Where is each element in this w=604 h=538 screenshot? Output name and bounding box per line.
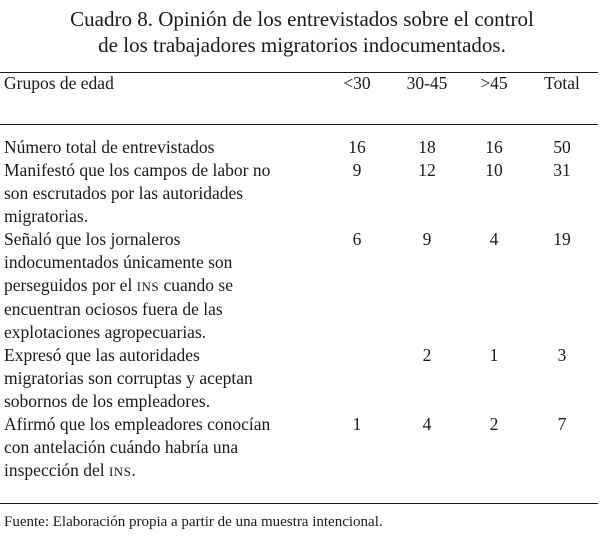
row-label-line: encuentran ociosos fuera de las [4,299,223,319]
row-label-abbreviation: INS [136,279,160,294]
row-label: Manifestó que los campos de labor no son… [0,159,322,228]
header-30-45: 30-45 [406,73,448,93]
table-row: Expresó que las autoridades migratorias … [0,344,598,413]
row-label-line: cuando se [159,275,234,295]
row-label-line: con antelación cuándo habría una [4,437,239,457]
cell-total: 19 [553,229,571,249]
cell-under-30: 9 [352,160,362,180]
header-rule [0,124,598,125]
table-caption: Cuadro 8. Opinión de los entrevistados s… [0,6,604,58]
cell-30-45: 12 [418,160,436,180]
cell-30-45: 2 [422,345,432,365]
row-label-line: sobornos de los empleadores. [4,391,211,411]
cell-total: 50 [553,137,571,157]
row-label-line: son escrutados por las autoridades [4,183,244,203]
cell-under-30 [322,344,392,413]
row-label-line: Señaló que los jornaleros [4,229,181,249]
cell-over-45: 16 [485,137,503,157]
row-label-line: Expresó que las autoridades [4,345,200,365]
cell-30-45: 9 [422,229,432,249]
row-label-line: migratorias. [4,206,89,226]
cell-30-45: 4 [422,414,432,434]
cell-under-30: 6 [352,229,362,249]
row-label-line: . [131,460,136,480]
cell-over-45: 2 [489,414,499,434]
row-label: Número total de entrevistados [0,124,322,159]
cell-30-45: 18 [418,137,436,157]
table-row: Manifestó que los campos de labor no son… [0,159,598,228]
caption-line-1: Cuadro 8. Opinión de los entrevistados s… [70,7,534,31]
cell-over-45: 10 [485,160,503,180]
row-label-line: Número total de entrevistados [4,137,215,157]
header-over-45: >45 [480,73,508,93]
row-label-line: Manifestó que los campos de labor no [4,160,271,180]
row-label-abbreviation: INS [108,464,132,479]
cell-total: 7 [557,414,567,434]
table-row: Número total de entrevistados 16 18 16 5… [0,124,598,159]
row-label-line: migratorias son corruptas y aceptan [4,368,253,388]
row-label-line: Afirmó que los empleadores conocían [4,414,271,434]
header-under-30: <30 [343,73,371,93]
row-label-line: explotaciones agropecuarias. [4,322,207,342]
row-label: Señaló que los jornaleros indocumentados… [0,228,322,344]
cell-under-30: 16 [348,137,366,157]
header-row: Grupos de edad <30 30-45 >45 Total [0,72,598,124]
caption-line-2: de los trabajadores migratorios indocume… [98,33,506,57]
header-age-groups: Grupos de edad [4,73,114,93]
row-label-line: indocumentados únicamente son [4,252,233,272]
data-table: Grupos de edad <30 30-45 >45 Total Númer… [0,72,598,493]
row-label: Expresó que las autoridades migratorias … [0,344,322,413]
cell-total: 3 [557,345,567,365]
row-label-line: perseguidos por el [4,275,137,295]
header-total: Total [544,73,580,93]
table-row: Señaló que los jornaleros indocumentados… [0,228,598,344]
source-note: Fuente: Elaboración propia a partir de u… [4,514,383,530]
cell-over-45: 4 [489,229,499,249]
bottom-rule [0,503,598,504]
cell-over-45: 1 [489,345,499,365]
table-row: Afirmó que los empleadores conocían con … [0,413,598,493]
row-label-line: inspección del [4,460,109,480]
top-rule [0,72,598,73]
cell-under-30: 1 [352,414,362,434]
cell-total: 31 [553,160,571,180]
row-label: Afirmó que los empleadores conocían con … [0,413,322,493]
